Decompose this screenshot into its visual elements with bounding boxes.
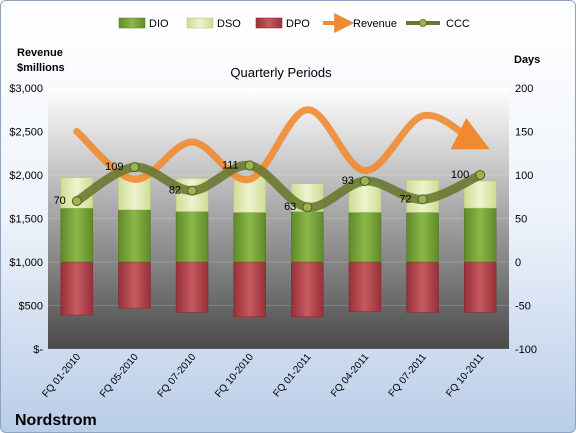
right-tick-label: 100 — [515, 170, 533, 182]
ccc-data-label: 111 — [222, 159, 239, 171]
line-layer — [71, 106, 490, 213]
left-axis-title-line2: $millions — [17, 62, 65, 74]
right-tick-label: 150 — [515, 127, 533, 139]
legend: DIO DSO DPO Revenue CCC — [118, 13, 470, 33]
data-label-layer: 70 109 82 111 63 93 72 100 — [54, 159, 470, 213]
ccc-data-label: 70 — [54, 195, 66, 207]
ccc-point — [475, 170, 486, 180]
right-tick-label: 200 — [515, 83, 533, 95]
left-tick-label: $2,500 — [9, 127, 43, 139]
ccc-data-label: 82 — [169, 185, 181, 197]
ccc-point — [71, 196, 82, 207]
legend-dso-label: DSO — [217, 18, 241, 30]
bar-dpo — [291, 261, 324, 318]
x-tick-label: FQ 10-2011 — [444, 352, 487, 400]
legend-dso-swatch — [186, 17, 214, 29]
left-axis-title-line1: Revenue — [17, 47, 63, 59]
ccc-point — [129, 162, 140, 173]
left-tick-label: $- — [33, 344, 43, 356]
left-tick-label: $1,500 — [9, 214, 43, 226]
right-tick-label: 50 — [515, 214, 527, 226]
bar-dio — [118, 209, 151, 263]
right-tick-label: -50 — [515, 301, 531, 313]
bar-dio — [60, 207, 94, 263]
bar-dio — [463, 207, 497, 263]
bar-dpo — [60, 261, 94, 316]
ccc-data-label: 72 — [399, 193, 411, 205]
revenue-line — [73, 106, 490, 184]
ccc-data-label: 93 — [342, 175, 354, 187]
x-axis-ticks: FQ 01-2010 FQ 05-2010 FQ 07-2010 FQ 10-2010… — [40, 352, 486, 400]
bar-dio — [291, 211, 324, 263]
ccc-point — [359, 176, 370, 187]
x-tick-label: FQ 04-2011 — [329, 352, 372, 400]
ccc-point — [302, 202, 313, 213]
bar-layer — [60, 175, 497, 318]
left-tick-label: $3,000 — [9, 83, 43, 95]
x-tick-label: FQ 07-2011 — [387, 352, 430, 400]
bar-dpo — [463, 261, 497, 313]
bar-dio — [406, 212, 439, 263]
ccc-data-label: 109 — [105, 161, 123, 173]
ccc-data-label: 63 — [284, 201, 296, 213]
legend-dpo-swatch — [255, 17, 283, 29]
left-tick-label: $2,000 — [9, 170, 43, 182]
bar-dpo — [118, 261, 151, 309]
x-tick-label: FQ 10-2010 — [213, 352, 256, 400]
ccc-point — [244, 160, 255, 171]
x-tick-label: FQ 07-2010 — [156, 352, 199, 400]
left-tick-label: $1,000 — [9, 257, 43, 269]
legend-ccc-label: CCC — [446, 18, 470, 30]
bar-dpo — [233, 261, 266, 318]
legend-dpo-label: DPO — [286, 18, 310, 30]
right-tick-label: -100 — [515, 344, 537, 356]
ccc-point — [417, 194, 428, 205]
legend-ccc-marker — [419, 19, 427, 27]
left-axis-ticks: $- $500 $1,000 $1,500 $2,000 $2,500 $3,000 — [9, 83, 43, 356]
bar-dio — [233, 212, 266, 263]
company-name: Nordstrom — [15, 412, 97, 429]
bar-dpo — [175, 261, 209, 313]
right-axis-ticks: -100 -50 0 50 100 150 200 — [515, 83, 537, 356]
chart-title: Quarterly Periods — [230, 65, 332, 80]
right-axis-title: Days — [514, 54, 540, 66]
legend-dio-label: DIO — [149, 18, 169, 30]
ccc-data-label: 100 — [451, 169, 469, 181]
right-tick-label: 0 — [515, 257, 521, 269]
bar-dio — [175, 211, 209, 263]
ccc-line — [72, 160, 485, 212]
bar-dpo — [348, 261, 382, 312]
legend-revenue-label: Revenue — [353, 18, 397, 30]
x-tick-label: FQ 01-2010 — [40, 352, 83, 400]
bar-dio — [348, 212, 382, 263]
ccc-point — [187, 185, 198, 196]
bar-dpo — [406, 261, 439, 313]
x-tick-label: FQ 05-2010 — [98, 352, 141, 400]
x-tick-label: FQ 01-2011 — [271, 352, 314, 400]
left-tick-label: $500 — [19, 301, 43, 313]
legend-dio-swatch — [118, 17, 146, 29]
